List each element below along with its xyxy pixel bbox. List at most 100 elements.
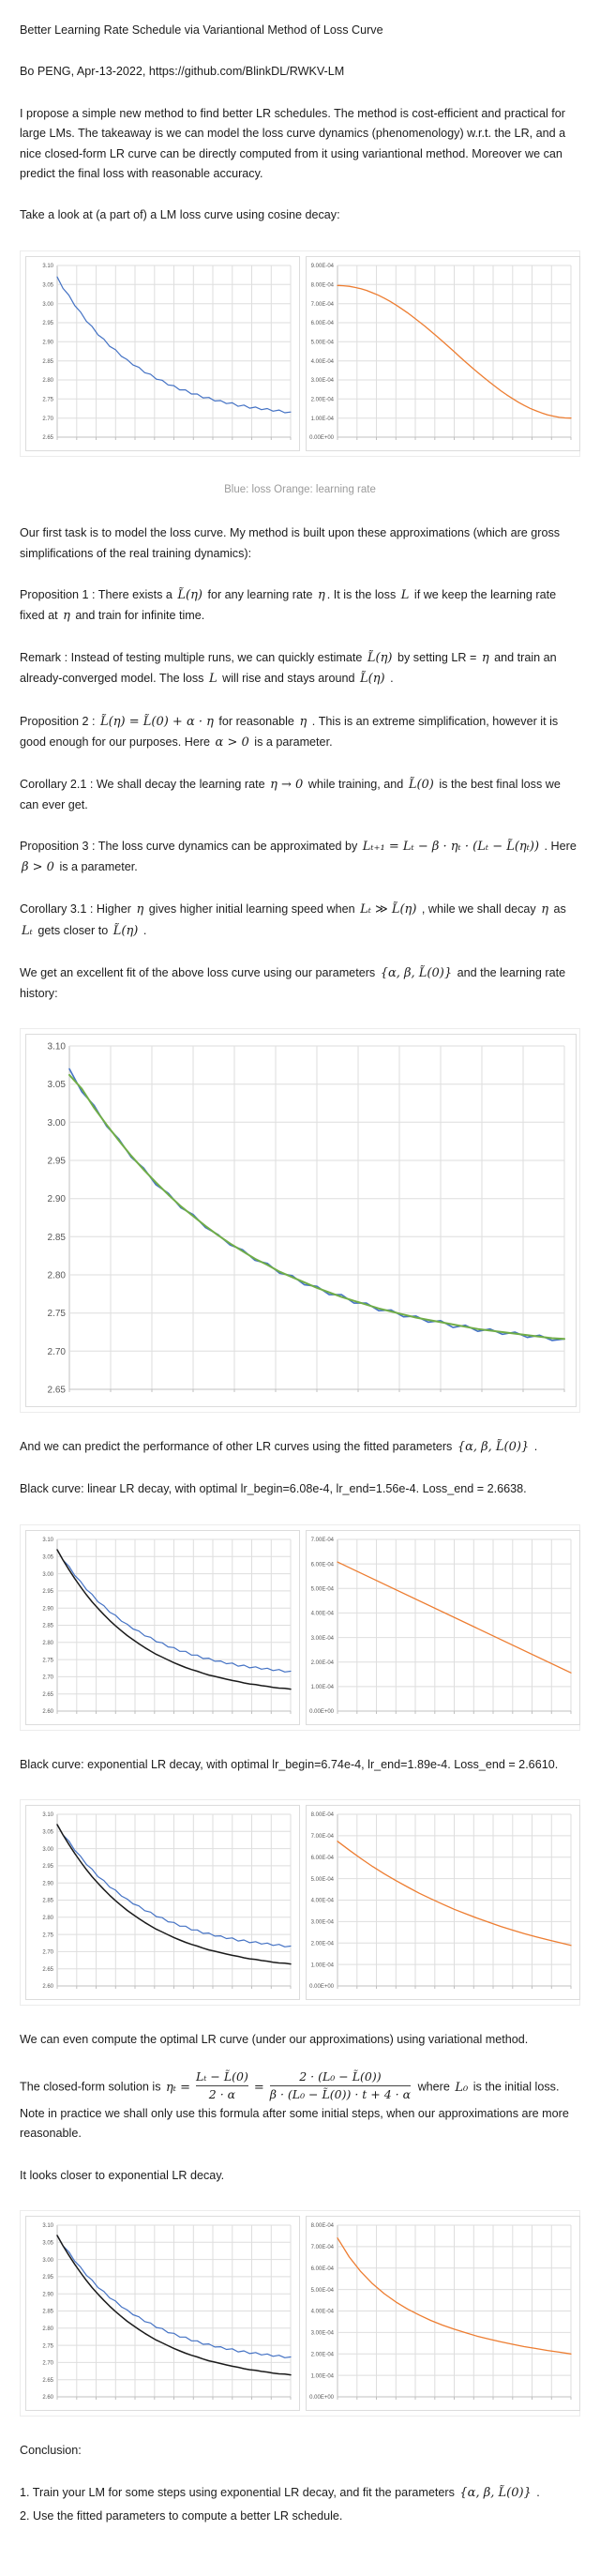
closed-form-paragraph: The closed-form solution is ηₜ = Lₜ − L̃(… [20, 2069, 580, 2144]
svg-text:2.65: 2.65 [42, 435, 53, 441]
loss-panel: 3.10 3.05 3.00 2.95 2.90 2.85 2.80 2.75 2.70 2.65… [25, 2216, 300, 2412]
svg-text:4.00E-04: 4.00E-04 [311, 1899, 335, 1904]
learning-rate-panel-svg: 8.00E-04 7.00E-04 6.00E-04 5.00E-04 4.00E-04… [309, 2223, 572, 2401]
svg-text:0.00E+00: 0.00E+00 [309, 435, 335, 441]
learning-rate-series [337, 1561, 572, 1674]
svg-text:2.95: 2.95 [48, 1157, 67, 1167]
svg-text:3.05: 3.05 [42, 1830, 53, 1836]
fit-intro-paragraph: We get an excellent fit of the above los… [20, 963, 580, 1005]
loss-fit-panel: 3.10 3.05 3.00 2.95 2.90 2.85 2.80 2.75 2.70 2.65 [25, 1034, 577, 1408]
svg-text:5.00E-04: 5.00E-04 [311, 340, 335, 345]
text-run: and the learning rate history: [20, 965, 566, 1000]
math-run: L [400, 588, 410, 603]
text-run: . [531, 1440, 538, 1454]
math-run: L₀ [455, 2081, 469, 2096]
svg-text:6.00E-04: 6.00E-04 [311, 321, 335, 326]
svg-text:3.05: 3.05 [42, 2241, 53, 2247]
loss-panel-svg: 3.10 3.05 3.00 2.95 2.90 2.85 2.80 2.75 2.70 2.65… [42, 1812, 292, 1990]
svg-text:6.00E-04: 6.00E-04 [311, 1562, 335, 1568]
math-run: L [208, 672, 218, 687]
svg-text:6.00E-04: 6.00E-04 [311, 2266, 335, 2272]
svg-text:0.00E+00: 0.00E+00 [309, 1984, 335, 1990]
math-run: L̃(η) [177, 588, 202, 603]
learning-rate-panel: 9.00E-04 8.00E-04 7.00E-04 6.00E-04 5.00E-04… [306, 255, 580, 451]
text-run: for any learning rate [203, 588, 316, 602]
linear-result-paragraph: Black curve: linear LR decay, with optim… [20, 1482, 527, 1496]
text-run: Remark : Instead of testing multiple run… [20, 651, 366, 665]
svg-text:2.85: 2.85 [42, 1623, 53, 1629]
svg-text:0.00E+00: 0.00E+00 [309, 1709, 335, 1715]
svg-text:3.00: 3.00 [48, 1118, 67, 1129]
svg-text:6.00E-04: 6.00E-04 [311, 1856, 335, 1861]
math-run: α > 0 [215, 735, 249, 750]
svg-text:2.75: 2.75 [42, 1932, 53, 1938]
svg-text:3.00: 3.00 [42, 1571, 53, 1577]
svg-text:1.00E-04: 1.00E-04 [311, 1962, 335, 1968]
svg-text:1.00E-04: 1.00E-04 [311, 1685, 335, 1690]
text-run: while training, and [305, 777, 407, 791]
svg-text:3.00E-04: 3.00E-04 [311, 1635, 335, 1641]
learning-rate-series [337, 1841, 572, 1947]
text-run: where [414, 2081, 454, 2095]
svg-text:2.60: 2.60 [42, 1709, 53, 1715]
text-run: . It is the loss [326, 588, 399, 602]
page-title: Better Learning Rate Schedule via Varian… [20, 23, 383, 37]
math-run: L̃(η) [360, 672, 385, 687]
svg-text:3.00: 3.00 [42, 2258, 53, 2264]
svg-text:2.70: 2.70 [42, 1674, 53, 1680]
proposition-3: Proposition 3 : The loss curve dynamics … [20, 837, 580, 878]
learning-rate-panel: 8.00E-04 7.00E-04 6.00E-04 5.00E-04 4.00E-04… [306, 1805, 580, 2001]
svg-text:7.00E-04: 7.00E-04 [311, 302, 335, 308]
svg-text:2.95: 2.95 [42, 321, 53, 326]
looks-closer-paragraph: It looks closer to exponential LR decay. [20, 2168, 225, 2182]
text-run: Corollary 2.1 : We shall decay the learn… [20, 777, 269, 791]
loss-panel-svg: 3.10 3.05 3.00 2.95 2.90 2.85 2.80 2.75 2.70 2.65… [42, 1538, 292, 1715]
byline: Bo PENG, Apr-13-2022, https://github.com… [20, 65, 345, 79]
conclusion-item-1: 1. Train your LM for some steps using ex… [20, 2483, 580, 2504]
loss-series [56, 1549, 292, 1673]
chart-figure-linear-pair: 3.10 3.05 3.00 2.95 2.90 2.85 2.80 2.75 2.70 2.65… [20, 1523, 580, 1731]
loss-fit-panel-svg: 3.10 3.05 3.00 2.95 2.90 2.85 2.80 2.75 2.70 2.65 [48, 1042, 565, 1396]
svg-text:2.95: 2.95 [42, 1864, 53, 1870]
text-run: by setting LR = [394, 651, 480, 665]
fitted-loss-series [68, 1074, 565, 1341]
svg-text:3.05: 3.05 [42, 282, 53, 288]
text-run: And we can predict the performance of ot… [20, 1440, 456, 1454]
svg-text:3.00E-04: 3.00E-04 [311, 2331, 335, 2337]
predicted-loss-series [56, 1824, 292, 1965]
text-run: Proposition 2 : [20, 714, 99, 728]
loss-series [56, 2235, 292, 2359]
text-run: Corollary 3.1 : Higher [20, 902, 135, 917]
svg-text:3.05: 3.05 [48, 1080, 67, 1090]
conclusion-list: 1. Train your LM for some steps using ex… [20, 2483, 580, 2527]
svg-text:8.00E-04: 8.00E-04 [311, 2223, 335, 2229]
svg-text:2.65: 2.65 [48, 1386, 67, 1396]
text-run: gets closer to [34, 923, 112, 937]
svg-text:3.10: 3.10 [42, 2223, 53, 2229]
svg-text:2.00E-04: 2.00E-04 [311, 1941, 335, 1947]
chart-caption: Blue: loss Orange: learning rate [224, 483, 376, 495]
predict-intro-paragraph: And we can predict the performance of ot… [20, 1437, 580, 1458]
corollary-3-1: Corollary 3.1 : Higher η gives higher in… [20, 900, 580, 941]
learning-rate-panel: 7.00E-04 6.00E-04 5.00E-04 4.00E-04 3.00E-04… [306, 1529, 580, 1725]
svg-text:7.00E-04: 7.00E-04 [311, 1538, 335, 1543]
svg-text:2.80: 2.80 [42, 378, 53, 384]
math-run: L̃(η) [112, 923, 139, 938]
svg-text:3.00E-04: 3.00E-04 [311, 378, 335, 384]
cosine-intro-paragraph: Take a look at (a part of) a LM loss cur… [20, 208, 340, 222]
math-run: η → 0 [270, 777, 304, 792]
svg-text:2.85: 2.85 [42, 1899, 53, 1904]
text-run: for reasonable [215, 714, 298, 728]
svg-text:2.90: 2.90 [48, 1194, 67, 1205]
svg-text:2.85: 2.85 [42, 359, 53, 365]
svg-text:2.90: 2.90 [42, 2293, 53, 2298]
svg-text:2.90: 2.90 [42, 1881, 53, 1887]
first-task-paragraph: Our first task is to model the loss curv… [20, 526, 561, 560]
learning-rate-series [337, 2237, 572, 2356]
svg-text:5.00E-04: 5.00E-04 [311, 1586, 335, 1592]
math-run: η [541, 902, 549, 917]
text-run: . [386, 672, 394, 686]
math-run: {α, β, L̃(0)} [380, 965, 453, 980]
svg-text:2.75: 2.75 [48, 1309, 67, 1319]
